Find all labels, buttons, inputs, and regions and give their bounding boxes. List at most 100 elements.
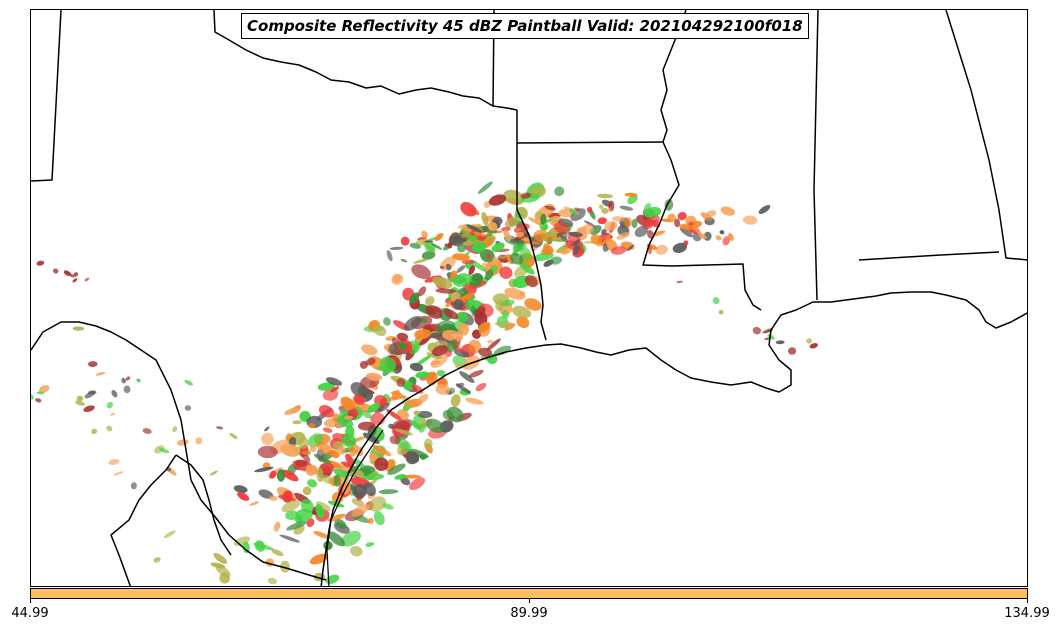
reflectivity-blob xyxy=(292,420,302,425)
reflectivity-blob xyxy=(302,486,312,496)
reflectivity-blob xyxy=(391,418,413,432)
reflectivity-blob xyxy=(125,376,131,381)
reflectivity-blob xyxy=(233,485,248,494)
reflectivity-blob xyxy=(390,391,401,396)
state-boundary-west xyxy=(31,10,62,182)
reflectivity-blob xyxy=(582,224,594,235)
reflectivity-blob xyxy=(364,473,384,481)
reflectivity-blob xyxy=(758,205,771,214)
reflectivity-blob xyxy=(501,309,510,319)
reflectivity-blob xyxy=(542,244,554,255)
reflectivity-blob xyxy=(590,234,603,245)
reflectivity-blob xyxy=(413,410,421,416)
reflectivity-blob xyxy=(540,213,547,225)
reflectivity-blob xyxy=(597,193,614,199)
reflectivity-blob xyxy=(325,377,343,386)
reflectivity-blob xyxy=(123,385,131,394)
reflectivity-blob xyxy=(163,530,176,539)
reflectivity-blob xyxy=(409,477,426,491)
reflectivity-blob xyxy=(306,518,315,528)
reflectivity-blob xyxy=(465,397,484,405)
reflectivity-blob xyxy=(305,464,317,476)
reflectivity-blob xyxy=(583,220,596,228)
reflectivity-blob xyxy=(113,471,124,476)
reflectivity-blob xyxy=(601,207,609,214)
reflectivity-blob xyxy=(455,311,469,323)
reflectivity-blob xyxy=(722,236,731,246)
reflectivity-blob xyxy=(459,371,475,383)
colorbar xyxy=(30,588,1028,599)
colorbar-tick-min xyxy=(30,599,31,603)
reflectivity-blob xyxy=(424,296,435,306)
reflectivity-blob xyxy=(429,332,440,339)
reflectivity-blob xyxy=(269,470,277,479)
reflectivity-blob xyxy=(415,371,430,379)
reflectivity-blob xyxy=(493,345,512,356)
reflectivity-blob xyxy=(340,396,355,410)
reflectivity-blob xyxy=(417,410,433,419)
reflectivity-blob xyxy=(307,479,318,488)
reflectivity-blob xyxy=(394,474,407,480)
reflectivity-blob xyxy=(408,448,429,459)
reflectivity-blob xyxy=(509,252,524,265)
state-boundary-ms-al xyxy=(813,10,819,301)
state-boundary-ar-la xyxy=(516,141,664,144)
reflectivity-blob xyxy=(327,513,346,522)
reflectivity-blob xyxy=(503,230,512,241)
reflectivity-blob xyxy=(767,333,775,340)
reflectivity-blob xyxy=(91,428,98,435)
boundaries-layer xyxy=(31,10,1027,586)
reflectivity-blob xyxy=(398,341,407,351)
reflectivity-blob xyxy=(142,428,152,434)
reflectivity-blob xyxy=(492,256,499,266)
reflectivity-blob xyxy=(553,222,571,235)
reflectivity-blob xyxy=(216,426,224,430)
reflectivity-blob xyxy=(52,268,59,274)
reflectivity-blob xyxy=(195,437,203,445)
reflectivity-blob xyxy=(106,401,114,409)
reflectivity-blob xyxy=(330,386,340,393)
reflectivity-blob xyxy=(184,379,193,386)
reflectivity-blob xyxy=(472,232,489,237)
reflectivity-blob xyxy=(542,225,549,230)
reflectivity-blob xyxy=(464,299,476,308)
reflectivity-blob xyxy=(400,258,408,263)
mississippi-river xyxy=(642,10,762,311)
reflectivity-blob xyxy=(333,468,350,478)
reflectivity-blob xyxy=(712,297,720,305)
reflectivity-blob xyxy=(478,323,491,337)
map-title: Composite Reflectivity 45 dBZ Paintball … xyxy=(241,13,809,39)
reflectivity-blob xyxy=(276,469,286,482)
reflectivity-blob xyxy=(402,396,413,410)
reflectivity-blob xyxy=(313,530,330,539)
reflectivity-blob xyxy=(447,339,458,353)
reflectivity-blob xyxy=(461,259,476,265)
reflectivity-blob xyxy=(601,228,607,235)
reflectivity-blob xyxy=(374,402,390,414)
reflectivity-blob xyxy=(512,305,532,319)
reflectivity-blob xyxy=(391,357,402,366)
reflectivity-blob xyxy=(345,453,355,467)
reflectivity-blob xyxy=(624,192,638,197)
reflectivity-blob xyxy=(365,372,383,381)
reflectivity-blob xyxy=(446,406,464,423)
reflectivity-blob xyxy=(172,426,178,433)
reflectivity-blob xyxy=(403,316,422,331)
reflectivity-blob xyxy=(365,542,375,547)
reflectivity-blob xyxy=(350,545,363,557)
mexico-state-boundary-2 xyxy=(175,454,232,556)
reflectivity-blob xyxy=(378,489,399,495)
reflectivity-blob xyxy=(513,223,530,234)
reflectivity-blob xyxy=(775,340,785,345)
reflectivity-blob xyxy=(624,217,633,228)
reflectivity-blob xyxy=(309,445,317,453)
reflectivity-blob xyxy=(373,511,385,526)
reflectivity-blob xyxy=(677,211,687,221)
reflectivity-blob xyxy=(229,432,238,439)
reflectivity-blob xyxy=(73,272,79,277)
reflectivity-blob xyxy=(257,445,278,459)
reflectivity-blob xyxy=(319,462,335,474)
reflectivity-blob xyxy=(365,357,376,366)
reflectivity-blob xyxy=(501,226,511,232)
reflectivity-blob xyxy=(571,239,581,246)
